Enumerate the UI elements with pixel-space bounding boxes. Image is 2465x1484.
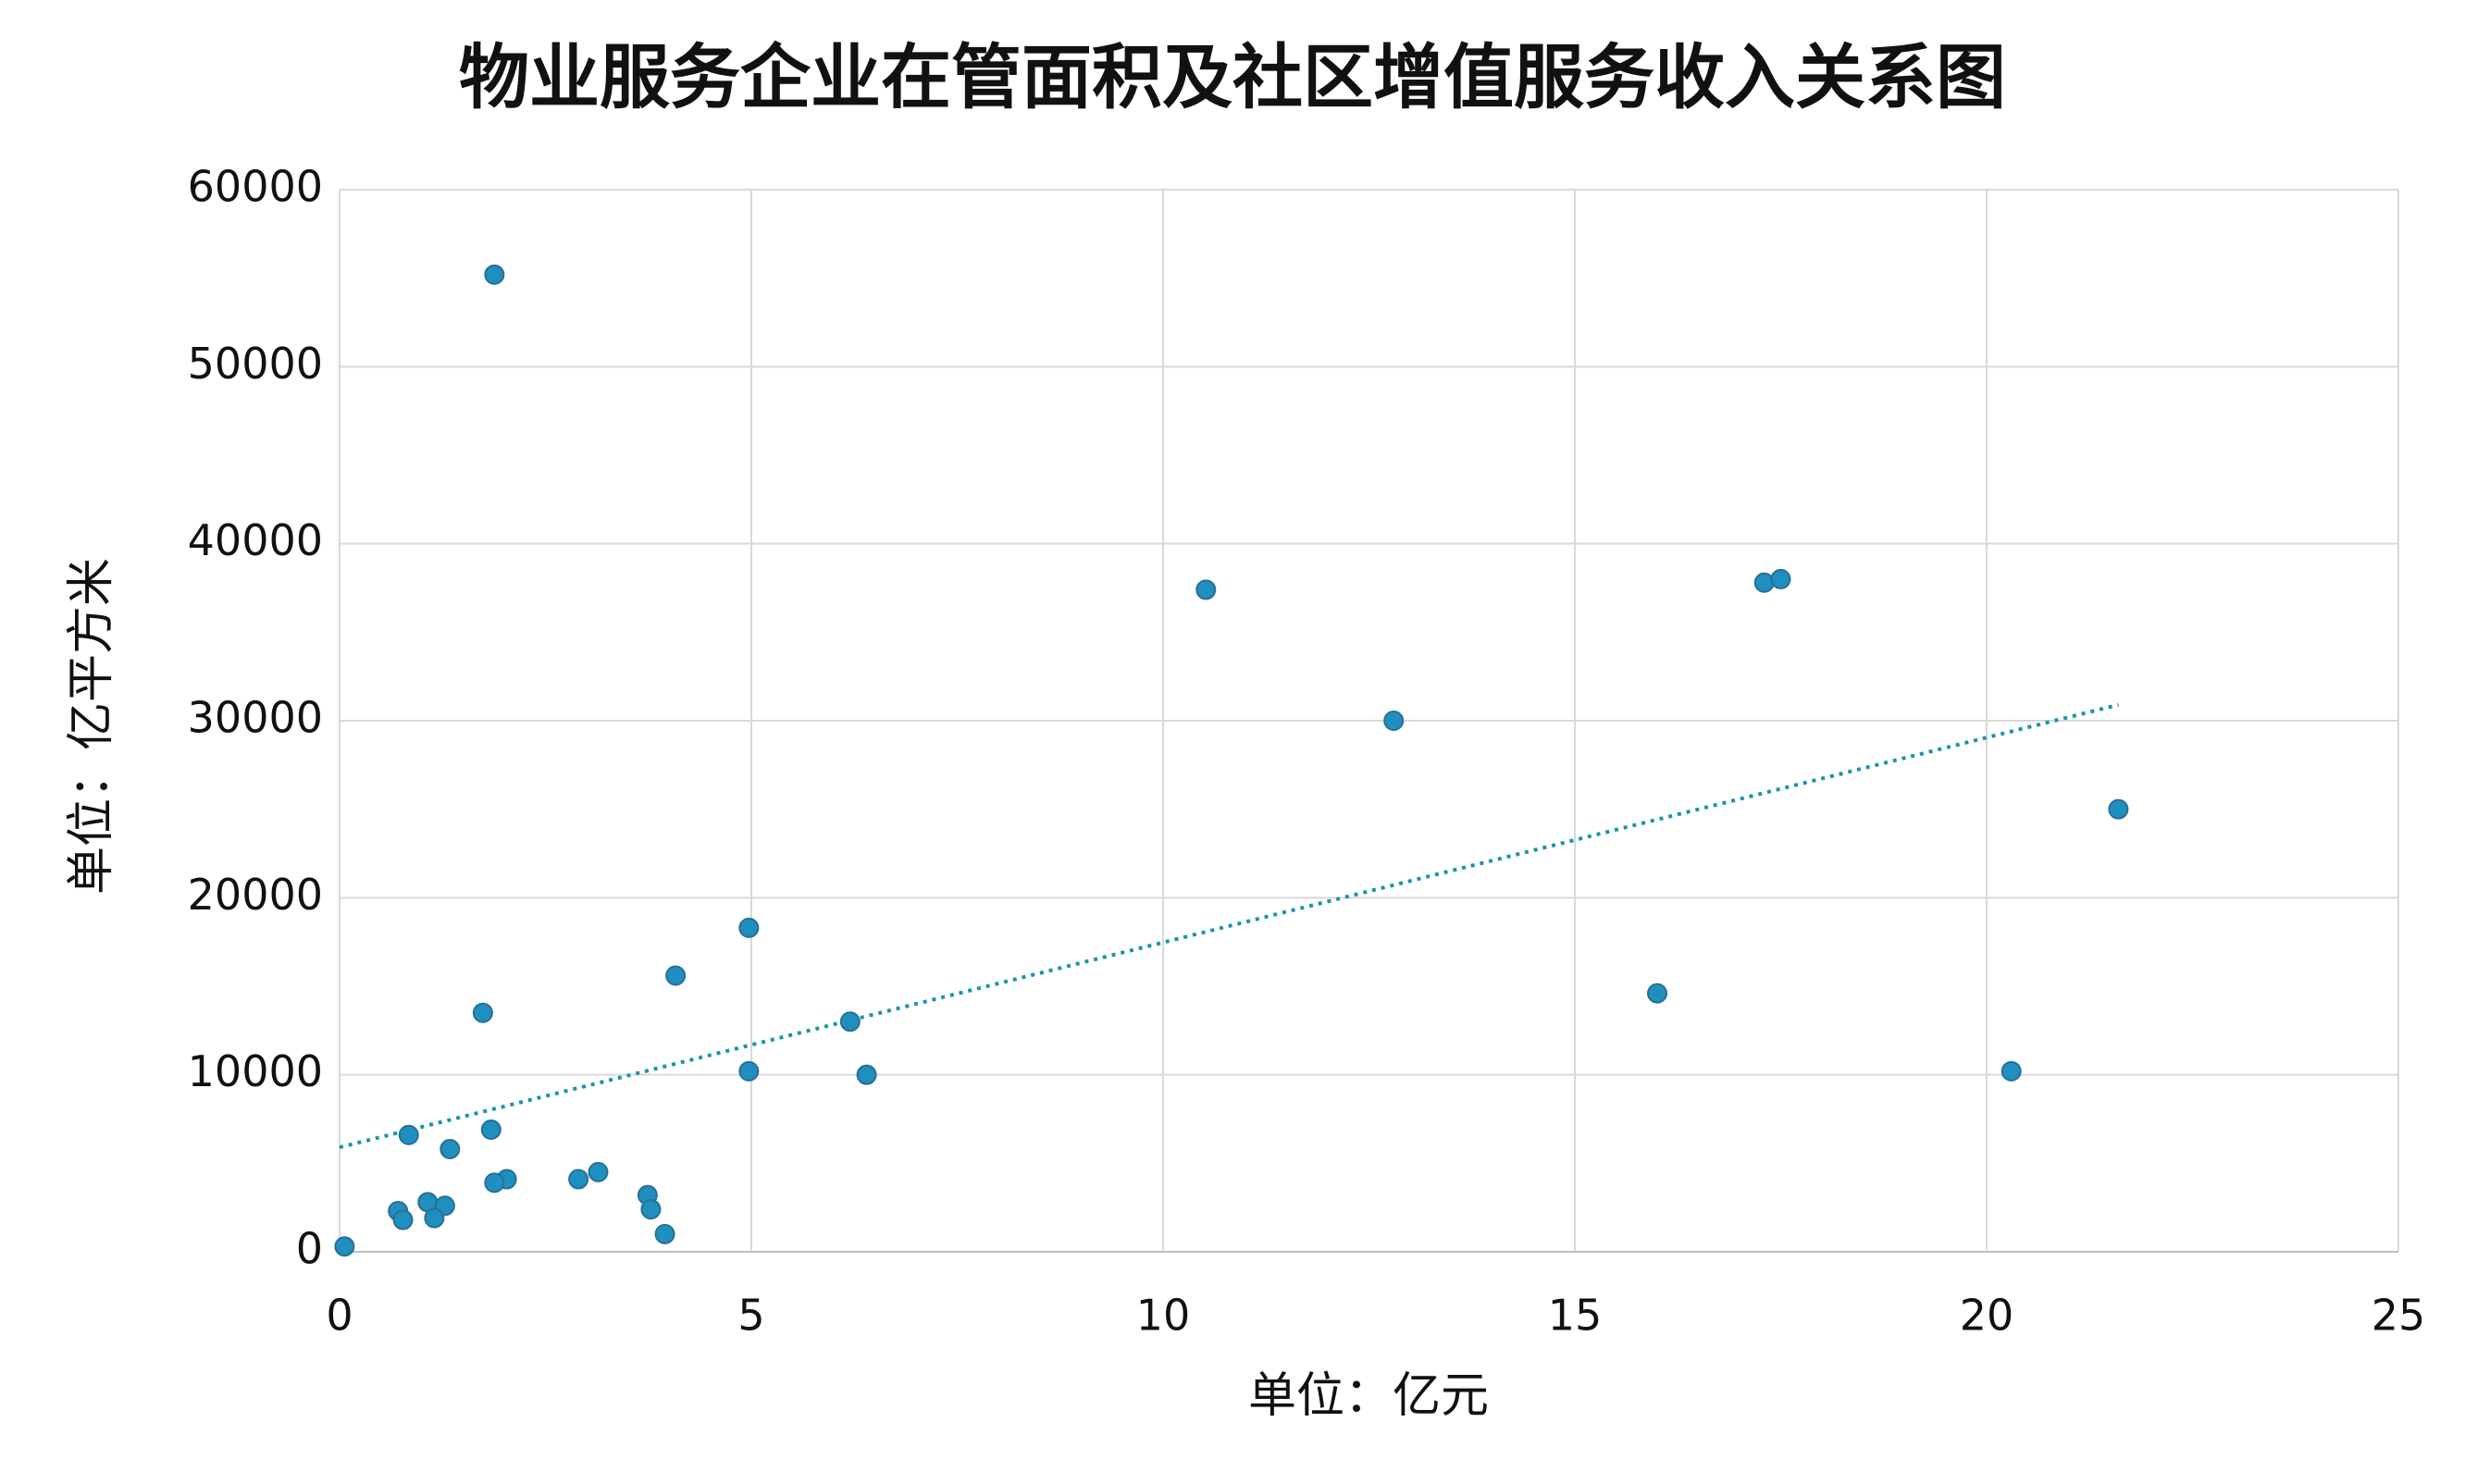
x-tick-label: 10 (1136, 1291, 1191, 1341)
data-point (856, 1064, 877, 1085)
y-tick-label: 60000 (188, 162, 323, 212)
x-tick-label: 20 (1960, 1291, 2014, 1341)
data-point (1753, 572, 1775, 593)
data-point (424, 1207, 445, 1229)
data-point (738, 1060, 760, 1082)
data-point (665, 965, 687, 986)
data-point (392, 1209, 414, 1230)
data-point (839, 1011, 861, 1033)
y-tick-label: 20000 (188, 870, 323, 920)
y-tick-label: 40000 (188, 515, 323, 565)
x-axis-label: 单位：亿元 (1248, 1368, 1489, 1424)
y-tick-label: 0 (296, 1224, 323, 1274)
data-point (472, 1002, 493, 1023)
data-point (654, 1223, 675, 1244)
data-point (738, 917, 760, 938)
data-point (398, 1124, 419, 1145)
data-point (1195, 579, 1217, 600)
data-point (1383, 711, 1405, 731)
x-tick-label: 0 (326, 1291, 353, 1341)
data-point (588, 1161, 609, 1182)
trendline (339, 702, 2119, 1150)
data-point (2108, 798, 2129, 820)
data-point (484, 1172, 505, 1193)
data-point (440, 1139, 461, 1160)
data-point (484, 264, 505, 285)
x-tick-label: 25 (2372, 1291, 2426, 1341)
data-point (480, 1119, 502, 1140)
y-tick-label: 50000 (188, 339, 323, 389)
x-tick-label: 5 (737, 1291, 764, 1341)
y-tick-label: 30000 (188, 693, 323, 743)
data-point (568, 1169, 589, 1190)
data-point (1770, 568, 1791, 589)
data-point (334, 1236, 355, 1257)
chart-title: 物业服务企业在管面积及社区增值服务收入关系图 (459, 36, 2006, 118)
data-point (640, 1199, 662, 1220)
y-axis-label: 单位：亿平方米 (64, 558, 119, 895)
y-tick-label: 10000 (188, 1046, 323, 1096)
data-point (2000, 1060, 2022, 1082)
data-point (1647, 983, 1667, 1004)
x-tick-label: 15 (1548, 1291, 1603, 1341)
